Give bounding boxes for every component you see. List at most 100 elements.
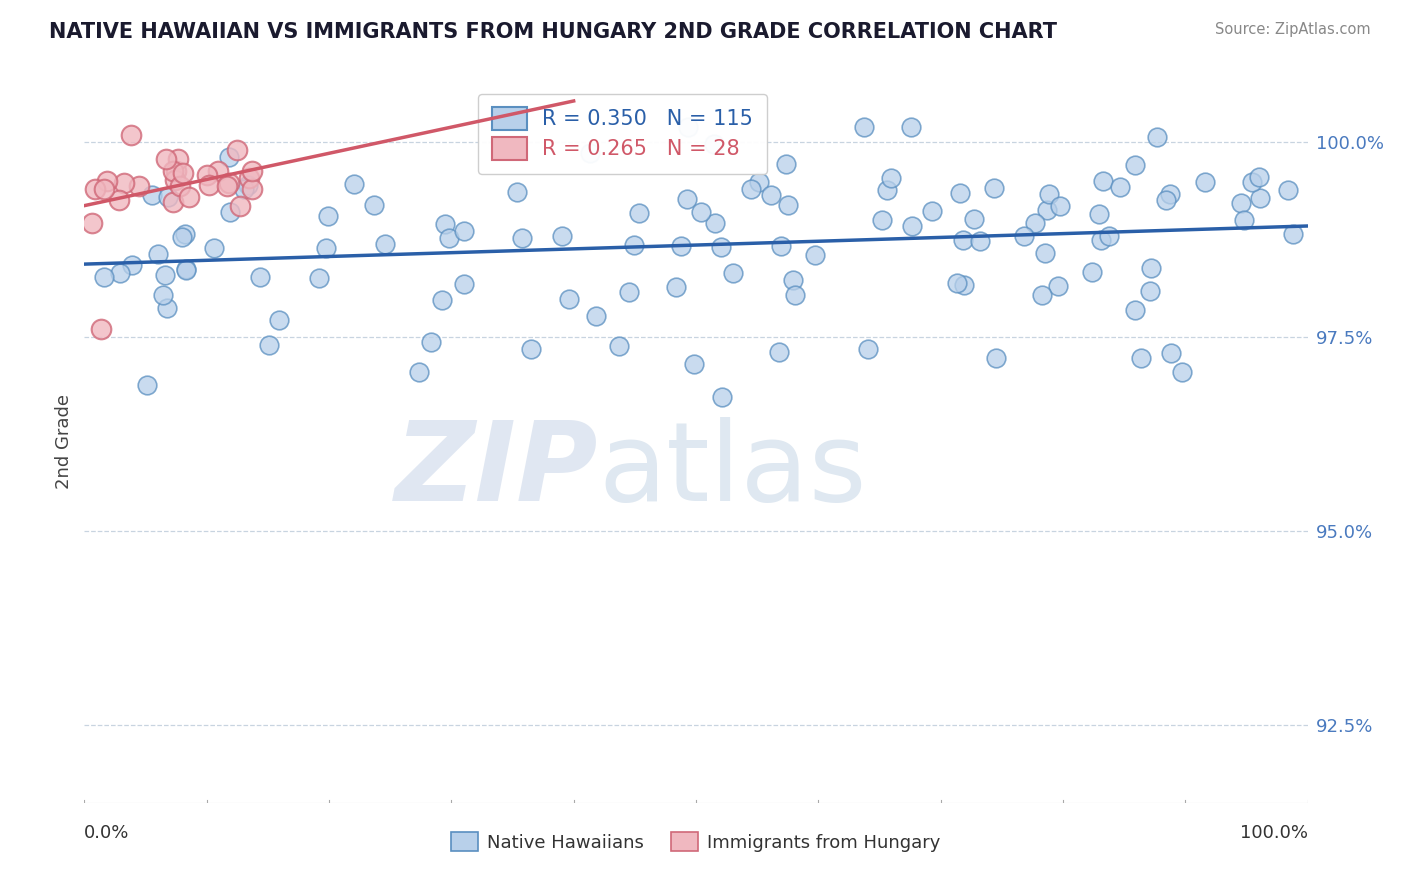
Point (984, 351, 1007, 365)
Point (710, 390, 733, 404)
Point (198, 178, 221, 193)
Point (710, 240, 733, 254)
Point (669, 239, 692, 253)
Point (623, 237, 645, 252)
Point (84, 182, 107, 196)
Point (761, 187, 783, 202)
Point (1249, 169, 1271, 184)
Point (1090, 233, 1112, 247)
Point (1087, 207, 1109, 221)
Point (676, 192, 699, 206)
Point (617, 285, 640, 300)
Point (128, 178, 150, 193)
Point (453, 224, 475, 238)
Point (876, 183, 898, 197)
Point (1038, 186, 1060, 201)
Point (505, 185, 527, 199)
Point (676, 120, 699, 134)
Point (768, 345, 790, 359)
Point (1012, 229, 1035, 244)
Point (225, 143, 247, 157)
Point (240, 163, 263, 178)
Point (156, 190, 179, 204)
Point (232, 182, 254, 196)
Point (740, 182, 762, 196)
Point (93, 182, 115, 196)
Point (1130, 351, 1153, 365)
Point (872, 213, 894, 227)
Point (96, 174, 118, 188)
Point (172, 230, 194, 244)
Point (665, 280, 688, 294)
Point (146, 247, 169, 261)
Point (437, 231, 460, 245)
Point (551, 229, 574, 244)
Point (169, 179, 191, 194)
Point (363, 197, 385, 211)
Point (218, 177, 240, 191)
Point (156, 301, 179, 315)
Point (682, 357, 704, 371)
Point (267, 312, 290, 326)
Point (174, 263, 197, 277)
Point (1194, 175, 1216, 189)
Point (628, 205, 651, 219)
Point (1046, 278, 1069, 293)
Point (82, 216, 104, 230)
Point (748, 175, 770, 189)
Point (1108, 180, 1130, 194)
Point (1277, 182, 1299, 196)
Point (1160, 345, 1182, 359)
Point (853, 120, 876, 134)
Text: ZIP: ZIP (395, 417, 598, 524)
Point (1159, 187, 1181, 202)
Point (238, 171, 260, 186)
Point (195, 168, 218, 182)
Point (952, 233, 974, 247)
Point (1049, 199, 1071, 213)
Text: atlas: atlas (598, 417, 866, 524)
Point (723, 267, 745, 281)
Legend: Native Hawaiians, Immigrants from Hungary: Native Hawaiians, Immigrants from Hungar… (444, 825, 948, 859)
Point (900, 120, 922, 134)
Point (108, 266, 131, 280)
Point (921, 203, 943, 218)
Point (880, 170, 903, 185)
Point (585, 309, 607, 323)
Text: 0.0%: 0.0% (84, 824, 129, 842)
Point (969, 234, 991, 248)
Point (257, 338, 280, 352)
Point (155, 153, 177, 167)
Point (229, 200, 252, 214)
Point (343, 177, 366, 191)
Point (1024, 216, 1046, 230)
Point (202, 241, 225, 255)
Point (240, 181, 263, 195)
Point (1123, 303, 1146, 318)
Point (578, 145, 600, 160)
Point (1081, 264, 1104, 278)
Point (1249, 191, 1271, 205)
Point (373, 237, 395, 252)
Point (1139, 284, 1161, 298)
Point (1171, 365, 1194, 379)
Point (121, 258, 143, 272)
Text: Source: ZipAtlas.com: Source: ZipAtlas.com (1215, 22, 1371, 37)
Point (782, 273, 804, 287)
Point (775, 157, 797, 171)
Text: 100.0%: 100.0% (1240, 824, 1308, 842)
Point (433, 217, 456, 231)
Point (558, 292, 581, 306)
Point (136, 378, 159, 392)
Point (108, 193, 131, 207)
Text: NATIVE HAWAIIAN VS IMMIGRANTS FROM HUNGARY 2ND GRADE CORRELATION CHART: NATIVE HAWAIIAN VS IMMIGRANTS FROM HUNGA… (49, 22, 1057, 42)
Point (1140, 261, 1163, 276)
Point (162, 164, 184, 178)
Point (162, 195, 184, 210)
Point (419, 334, 441, 349)
Point (804, 248, 827, 262)
Point (945, 276, 967, 290)
Point (141, 187, 163, 202)
Point (1092, 173, 1115, 187)
Point (315, 242, 337, 256)
